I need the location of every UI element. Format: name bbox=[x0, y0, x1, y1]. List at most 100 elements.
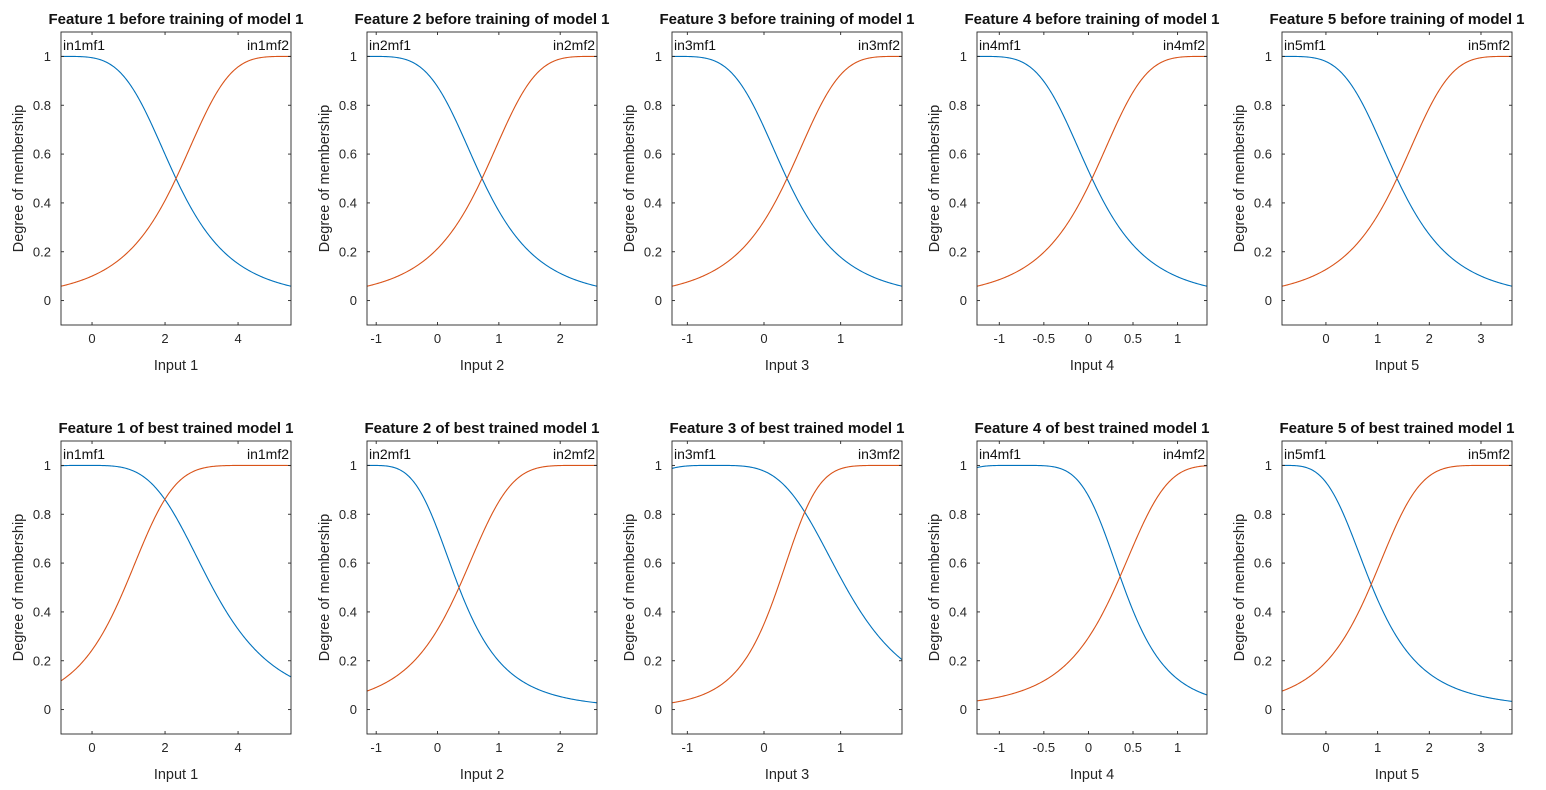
x-tick-label: -1 bbox=[682, 740, 694, 755]
chart-title: Feature 5 of best trained model 1 bbox=[1279, 420, 1514, 437]
y-tick-label: 0.2 bbox=[644, 653, 662, 668]
y-tick-label: 0.2 bbox=[33, 653, 51, 668]
chart-panel-9: Feature 4 of best trained model 1 -1 -0.5 0… bbox=[927, 420, 1210, 783]
x-tick-label: 4 bbox=[234, 331, 241, 346]
chart-title: Feature 1 of best trained model 1 bbox=[58, 420, 293, 437]
y-tick-label: 0.6 bbox=[33, 147, 51, 162]
y-tick-label: 0.2 bbox=[949, 244, 967, 259]
x-tick-label: 1 bbox=[1374, 740, 1381, 755]
y-axis-label: Degree of membership bbox=[11, 105, 27, 253]
y-tick-label: 0.4 bbox=[33, 195, 51, 210]
axes-box bbox=[671, 440, 903, 735]
y-tick-label: 0 bbox=[960, 702, 967, 717]
chart-panel-7: Feature 2 of best trained model 1 -1 0 1 2 0 0… bbox=[317, 420, 600, 783]
y-tick-label: 1 bbox=[350, 49, 357, 64]
y-tick-label: 0 bbox=[655, 293, 662, 308]
y-tick-label: 0.8 bbox=[33, 98, 51, 113]
x-tick-label: 0.5 bbox=[1124, 740, 1142, 755]
y-tick-label: 0.4 bbox=[644, 195, 662, 210]
x-tick-label: 0 bbox=[760, 740, 767, 755]
y-tick-label: 1 bbox=[960, 49, 967, 64]
y-tick-label: 0.6 bbox=[339, 147, 357, 162]
y-tick-label: 0 bbox=[350, 702, 357, 717]
series-line-in1mf1 bbox=[60, 464, 292, 678]
x-tick-label: 1 bbox=[1174, 331, 1181, 346]
x-tick-label: 0 bbox=[1085, 740, 1092, 755]
chart-title: Feature 2 before training of model 1 bbox=[354, 11, 609, 28]
y-tick-label: 0.8 bbox=[949, 507, 967, 522]
series-line-in3mf1 bbox=[671, 464, 903, 661]
x-tick-label: 2 bbox=[161, 331, 168, 346]
x-axis-label: Input 4 bbox=[1070, 358, 1114, 374]
chart-panel-2: Feature 2 before training of model 1 -1 0 1… bbox=[317, 11, 610, 374]
y-tick-label: 0.6 bbox=[33, 556, 51, 571]
x-tick-label: 0 bbox=[434, 740, 441, 755]
y-tick-label: 0.4 bbox=[33, 604, 51, 619]
axes-box bbox=[1281, 440, 1513, 735]
mf-label-in3mf1: in3mf1 bbox=[674, 37, 716, 53]
y-tick-label: 0.4 bbox=[1254, 195, 1272, 210]
axes-box bbox=[366, 440, 598, 735]
axes-box bbox=[60, 31, 292, 326]
mf-label-in3mf2: in3mf2 bbox=[858, 37, 900, 53]
y-tick-label: 0.8 bbox=[33, 507, 51, 522]
y-tick-label: 0.2 bbox=[1254, 244, 1272, 259]
x-tick-label: 1 bbox=[1374, 331, 1381, 346]
y-tick-label: 0.8 bbox=[949, 98, 967, 113]
y-tick-label: 1 bbox=[960, 458, 967, 473]
mf-label-in5mf1: in5mf1 bbox=[1284, 446, 1326, 462]
series-line-in1mf2 bbox=[60, 55, 291, 287]
y-axis-label: Degree of membership bbox=[622, 105, 638, 253]
y-axis-label: Degree of membership bbox=[1232, 514, 1248, 662]
y-tick-label: 0.4 bbox=[644, 604, 662, 619]
y-tick-label: 0.4 bbox=[949, 604, 967, 619]
x-tick-label: 0 bbox=[88, 740, 95, 755]
mf-label-in3mf2: in3mf2 bbox=[858, 446, 900, 462]
y-tick-label: 0.6 bbox=[644, 556, 662, 571]
axes-box bbox=[1281, 31, 1513, 326]
x-tick-label: 2 bbox=[161, 740, 168, 755]
axes-box bbox=[976, 440, 1208, 735]
y-tick-label: 1 bbox=[655, 458, 662, 473]
chart-panel-4: Feature 4 before training of model 1 -1 -0… bbox=[927, 11, 1220, 374]
chart-panel-5: Feature 5 before training of model 1 0 1 2 3… bbox=[1232, 11, 1525, 374]
series-line-in5mf2 bbox=[1281, 55, 1512, 287]
x-tick-label: 2 bbox=[557, 740, 564, 755]
y-axis-label: Degree of membership bbox=[1232, 105, 1248, 253]
mf-label-in5mf2: in5mf2 bbox=[1468, 446, 1510, 462]
x-tick-label: 0.5 bbox=[1124, 331, 1142, 346]
x-axis-label: Input 3 bbox=[765, 767, 809, 783]
chart-panel-1: Feature 1 before training of model 1 0 2 4 0… bbox=[11, 11, 304, 374]
y-tick-label: 0 bbox=[1265, 293, 1272, 308]
plot-area bbox=[367, 441, 597, 734]
y-tick-label: 0.8 bbox=[644, 98, 662, 113]
x-tick-label: -0.5 bbox=[1033, 331, 1055, 346]
y-tick-label: 0.2 bbox=[339, 653, 357, 668]
y-axis-label: Degree of membership bbox=[317, 105, 333, 253]
x-tick-label: 3 bbox=[1477, 740, 1484, 755]
mf-label-in2mf1: in2mf1 bbox=[369, 37, 411, 53]
y-tick-label: 1 bbox=[655, 49, 662, 64]
x-tick-label: -1 bbox=[682, 331, 694, 346]
x-axis-label: Input 2 bbox=[460, 358, 504, 374]
chart-title: Feature 3 of best trained model 1 bbox=[669, 420, 904, 437]
x-tick-label: -1 bbox=[370, 740, 382, 755]
mf-label-in2mf2: in2mf2 bbox=[553, 446, 595, 462]
x-tick-label: 0 bbox=[434, 331, 441, 346]
mf-label-in2mf2: in2mf2 bbox=[553, 37, 595, 53]
x-axis-label: Input 3 bbox=[765, 358, 809, 374]
x-tick-label: 3 bbox=[1477, 331, 1484, 346]
y-axis-label: Degree of membership bbox=[622, 514, 638, 662]
chart-title: Feature 1 before training of model 1 bbox=[48, 11, 303, 28]
y-tick-label: 0.6 bbox=[1254, 556, 1272, 571]
y-tick-label: 0 bbox=[350, 293, 357, 308]
mf-label-in1mf1: in1mf1 bbox=[63, 37, 105, 53]
y-axis-label: Degree of membership bbox=[927, 105, 943, 253]
y-tick-label: 0.6 bbox=[949, 556, 967, 571]
mf-label-in3mf1: in3mf1 bbox=[674, 446, 716, 462]
series-line-in4mf1 bbox=[976, 464, 1208, 696]
y-tick-label: 0.8 bbox=[644, 507, 662, 522]
x-tick-label: 0 bbox=[1322, 740, 1329, 755]
plot-area bbox=[672, 441, 902, 734]
chart-title: Feature 2 of best trained model 1 bbox=[364, 420, 599, 437]
